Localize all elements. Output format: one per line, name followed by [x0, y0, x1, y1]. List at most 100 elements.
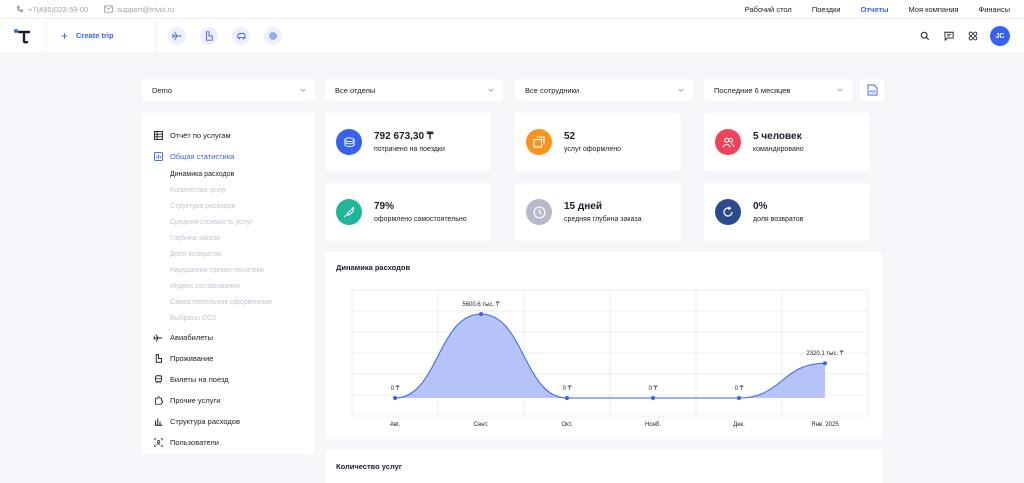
stat-card-self-booked: 79% оформлено самостоятельно	[325, 183, 491, 241]
apps-grid-icon[interactable]	[968, 31, 978, 41]
subitem-order-depth[interactable]: Глубина заказа	[170, 235, 220, 242]
rocket-icon	[336, 199, 362, 225]
data-label: 5600.6 тыс. ₸	[462, 301, 499, 308]
stat-card-spent: 792 673,30 ₸ потрачено на поездки	[325, 113, 491, 171]
sidebar-item-general-stats[interactable]: Общая статистика	[152, 146, 315, 167]
stat-card-refunds: 0% доля возвратов	[704, 183, 870, 241]
app-bar: + Create trip JC	[0, 18, 1024, 53]
department-select[interactable]: Все отделы	[325, 79, 503, 101]
service-shortcuts	[168, 26, 296, 45]
data-point	[565, 396, 569, 400]
x-tick-label: Дек.	[733, 422, 745, 428]
top-bar: +7(495)023-59-00 support@trivio.ru Рабоч…	[0, 0, 1024, 18]
chat-icon[interactable]	[944, 31, 954, 41]
gear-icon[interactable]	[264, 26, 282, 45]
sidebar-item-label: Структура расходов	[170, 417, 240, 426]
subitem-co2[interactable]: Выбросы CO2	[170, 315, 217, 322]
data-label: 0 ₸	[563, 385, 572, 392]
expense-dynamics-chart: 0 ₸ 5600.6 тыс. ₸ 0 ₸ 0 ₸ 0 ₸ 2320.1 тыс. ₸ Ав…	[351, 289, 869, 428]
sidebar-item-train[interactable]: Билеты на поезд	[152, 369, 315, 390]
trivio-logo-icon	[14, 28, 31, 44]
series-line	[394, 313, 826, 399]
subitem-self-booking[interactable]: Самостоятельное оформление	[170, 299, 273, 306]
sidebar-item-label: Общая статистика	[170, 152, 235, 161]
expense-dynamics-card: Динамика расходов 0 ₸ 5600.6 тыс. ₸ 0 ₸ 0 ₸…	[325, 252, 882, 439]
phone-contact[interactable]: +7(495)023-59-00	[16, 5, 88, 14]
x-tick-label: Янв. 2025	[811, 422, 839, 428]
stat-value: 15 дней	[564, 201, 602, 212]
data-point	[823, 361, 827, 366]
employee-select[interactable]: Все сотрудники	[515, 79, 693, 101]
sidebar-item-expense-structure[interactable]: Структура расходов	[152, 411, 315, 432]
x-tick-label: Авг.	[390, 422, 401, 428]
subitem-average-cost[interactable]: Средняя стоимость услуг	[170, 219, 253, 226]
hotel-icon	[152, 354, 164, 363]
app-bar-actions: JC	[906, 19, 1010, 53]
data-label: 2320.1 тыс. ₸	[806, 350, 843, 357]
data-label: 0 ₸	[649, 385, 658, 392]
sidebar-item-users[interactable]: Пользователи	[152, 432, 315, 453]
company-select[interactable]: Demo	[142, 79, 315, 101]
pdf-label: PDF	[869, 90, 875, 94]
sidebar-item-label: Авиабилеты	[170, 333, 213, 342]
users-icon	[152, 438, 164, 447]
sidebar-item-air[interactable]: Авиабилеты	[152, 327, 315, 348]
sidebar-item-hotels[interactable]: Проживание	[152, 348, 315, 369]
stat-label: командировано	[753, 146, 804, 153]
data-label: 0 ₸	[735, 385, 744, 392]
stat-value: 0%	[753, 201, 768, 212]
data-point	[393, 396, 397, 400]
pdf-export-button[interactable]: PDF	[860, 79, 884, 101]
sidebar-item-other-services[interactable]: Прочие услуги	[152, 390, 315, 411]
subitem-service-count[interactable]: Количество услуг	[170, 187, 227, 194]
subitem-refund-share[interactable]: Доля возвратов	[170, 251, 222, 258]
create-trip-button[interactable]: + Create trip	[46, 18, 156, 53]
stats-icon	[152, 152, 164, 161]
puzzle-icon	[152, 396, 164, 405]
employee-select-value: Все сотрудники	[525, 85, 580, 95]
nav-reports[interactable]: Отчеты	[860, 4, 889, 14]
nav-trips[interactable]: Поездки	[811, 4, 841, 14]
support-email: support@trivio.ru	[117, 4, 175, 14]
train-icon	[152, 375, 164, 384]
stat-value: 79%	[374, 201, 395, 212]
stat-card-services: 52 услуг оформлено	[515, 113, 681, 171]
search-icon[interactable]	[920, 31, 930, 41]
stat-card-travelers: 5 человек командировано	[704, 113, 870, 171]
sidebar-item-label: Отчёт по услугам	[170, 131, 231, 140]
sidebar-item-label: Пользователи	[170, 438, 219, 447]
sidebar-item-label: Прочие услуги	[170, 396, 221, 405]
chart-title: Динамика расходов	[336, 263, 411, 272]
stat-value: 52	[564, 131, 576, 142]
email-contact[interactable]: support@trivio.ru	[104, 5, 174, 14]
data-point	[651, 396, 655, 400]
avatar[interactable]: JC	[990, 26, 1010, 46]
coins-icon	[336, 129, 362, 155]
logo[interactable]	[0, 19, 46, 53]
subitem-expense-dynamics[interactable]: Динамика расходов	[170, 171, 235, 178]
data-label: 0 ₸	[391, 385, 400, 392]
stat-card-order-depth: 15 дней средняя глубина заказа	[515, 183, 681, 241]
subitem-expense-structure[interactable]: Структура расходов	[170, 203, 236, 210]
car-icon[interactable]	[232, 26, 250, 45]
stat-label: доля возвратов	[753, 216, 804, 223]
bars-icon	[152, 417, 164, 426]
stat-label: потрачено на поездки	[374, 146, 445, 153]
plane-icon[interactable]	[168, 26, 186, 45]
hotel-icon[interactable]	[200, 26, 218, 45]
subitem-policy-violations[interactable]: Нарушения тревел-политики	[170, 267, 264, 274]
nav-finance[interactable]: Финансы	[978, 4, 1011, 14]
nav-dashboard[interactable]: Рабочий стол	[744, 4, 792, 14]
period-select[interactable]: Последние 6 месяцев	[704, 79, 852, 101]
x-tick-label: Сент.	[474, 422, 489, 428]
stat-value: 5 человек	[753, 131, 802, 142]
nav-my-company[interactable]: Моя компания	[908, 4, 959, 14]
create-trip-label: Create trip	[76, 31, 114, 40]
subitem-approval-index[interactable]: Индекс согласования	[170, 283, 240, 290]
sidebar-item-label: Проживание	[170, 354, 214, 363]
company-select-value: Demo	[152, 85, 173, 95]
sidebar-item-service-report[interactable]: Отчёт по услугам	[152, 125, 315, 146]
plus-icon: +	[61, 28, 69, 43]
reports-sidebar: Отчёт по услугам Общая статистика Динами…	[142, 113, 315, 454]
table-icon	[152, 131, 164, 140]
